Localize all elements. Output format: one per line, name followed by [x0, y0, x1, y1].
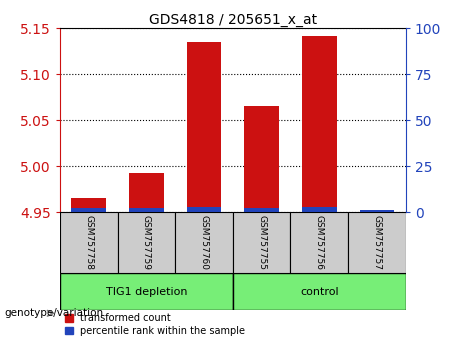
Bar: [71, 198, 106, 212]
Text: GSM757758: GSM757758: [84, 215, 93, 270]
Bar: [60, 273, 233, 310]
Text: GSM757760: GSM757760: [200, 215, 208, 270]
Legend: transformed count, percentile rank within the sample: transformed count, percentile rank withi…: [65, 313, 245, 336]
Bar: [60, 212, 118, 273]
Bar: [348, 212, 406, 273]
Text: TIG1 depletion: TIG1 depletion: [106, 287, 187, 297]
Bar: [187, 42, 221, 212]
Bar: [302, 36, 337, 212]
Bar: [244, 209, 279, 212]
Bar: [118, 212, 175, 273]
Bar: [360, 210, 394, 212]
Bar: [302, 207, 337, 212]
Bar: [360, 210, 394, 212]
Bar: [244, 107, 279, 212]
Bar: [233, 212, 290, 273]
Text: genotype/variation: genotype/variation: [5, 308, 104, 318]
Bar: [233, 273, 406, 310]
Bar: [129, 173, 164, 212]
Text: GSM757759: GSM757759: [142, 215, 151, 270]
Bar: [175, 212, 233, 273]
Bar: [129, 209, 164, 212]
Text: GSM757755: GSM757755: [257, 215, 266, 270]
Bar: [71, 209, 106, 212]
Text: control: control: [300, 287, 338, 297]
Bar: [187, 207, 221, 212]
Bar: [290, 212, 348, 273]
Title: GDS4818 / 205651_x_at: GDS4818 / 205651_x_at: [149, 13, 317, 27]
Text: GSM757756: GSM757756: [315, 215, 324, 270]
Text: GSM757757: GSM757757: [372, 215, 381, 270]
